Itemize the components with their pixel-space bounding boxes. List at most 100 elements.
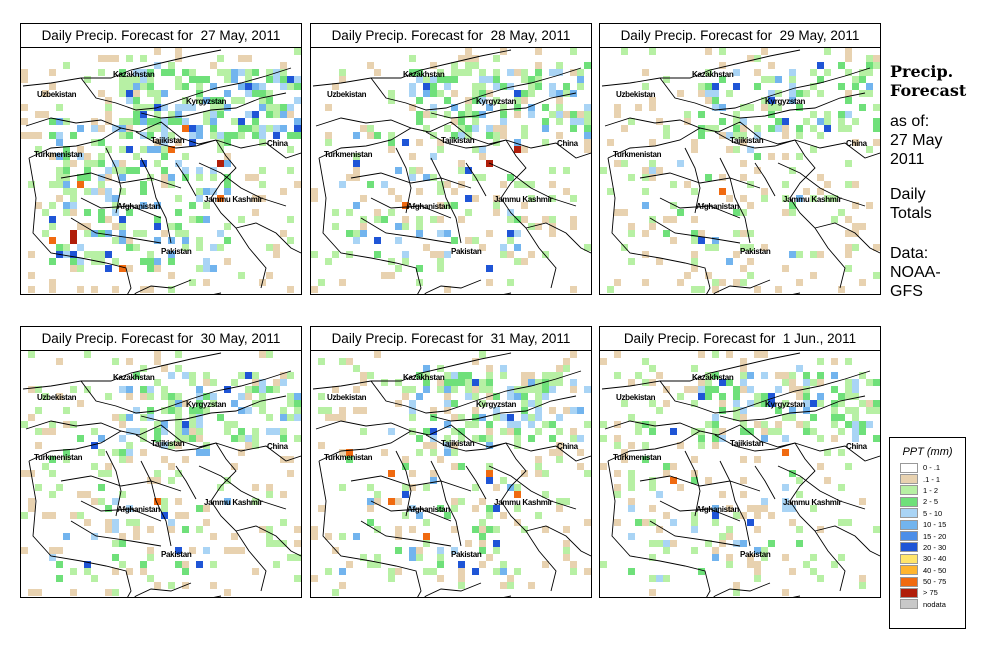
map-label-kazakhstan: Kazakhstan	[692, 70, 734, 79]
map-label-afghanistan: Afghanistan	[696, 505, 739, 514]
legend-item: 1 - 2	[900, 485, 965, 496]
precip-map-graphic	[21, 351, 301, 597]
boundary-line	[792, 595, 801, 597]
legend-item: 50 - 75	[900, 576, 965, 587]
boundary-line	[235, 222, 301, 254]
panel-title: Daily Precip. Forecast for 30 May, 2011	[21, 327, 301, 351]
map-label-turkmenistan: Turkmenistan	[613, 150, 662, 159]
sidebar-asof: as of: 27 May 2011	[890, 113, 943, 168]
boundary-line	[814, 222, 880, 254]
map-label-pakistan: Pakistan	[161, 550, 192, 559]
map-label-china: China	[267, 442, 288, 451]
legend-item: nodata	[900, 599, 965, 610]
boundary-line	[713, 582, 771, 597]
boundary-line	[80, 197, 162, 219]
boundary-line	[754, 162, 776, 197]
boundary-line	[22, 49, 222, 87]
map-label-pakistan: Pakistan	[451, 550, 482, 559]
boundary-line	[659, 370, 871, 414]
boundary-line	[777, 465, 866, 510]
map-label-kyrgyzstan: Kyrgyzstan	[186, 97, 227, 106]
map-label-turkmenistan: Turkmenistan	[34, 150, 83, 159]
boundary-line	[70, 217, 162, 244]
forecast-panel: Daily Precip. Forecast for 1 Jun., 2011 K…	[599, 326, 881, 598]
boundary-line	[395, 147, 412, 214]
map-label-uzbekistan: Uzbekistan	[616, 393, 656, 402]
boundary-line	[80, 370, 292, 414]
boundary-line	[719, 157, 751, 244]
legend-item: > 75	[900, 587, 965, 598]
legend-swatch	[900, 485, 918, 496]
precip-map-graphic	[311, 48, 591, 294]
legend-item: 10 - 15	[900, 519, 965, 530]
boundary-line	[525, 222, 591, 254]
legend-label: 10 - 15	[923, 520, 947, 530]
boundary-line	[105, 450, 122, 517]
boundary-line	[684, 450, 701, 517]
boundary-line	[140, 395, 287, 422]
legend-label: 30 - 40	[923, 554, 947, 564]
panel-title: Daily Precip. Forecast for 27 May, 2011	[21, 24, 301, 48]
map-label-turkmenistan: Turkmenistan	[613, 453, 662, 462]
boundary-line	[684, 147, 701, 214]
map-label-kazakhstan: Kazakhstan	[692, 373, 734, 382]
precip-map-graphic	[600, 351, 880, 597]
forecast-panel: Daily Precip. Forecast for 27 May, 2011 K…	[20, 23, 302, 295]
map-label-china: China	[557, 139, 578, 148]
boundary-line	[714, 131, 796, 149]
legend-label: 40 - 50	[923, 565, 947, 575]
forecast-panel: Daily Precip. Forecast for 30 May, 2011 K…	[20, 326, 302, 598]
map-label-jammu-kashmir: Jammu Kashmir	[783, 195, 842, 204]
boundary-line	[488, 162, 577, 207]
map-label-kyrgyzstan: Kyrgyzstan	[476, 400, 517, 409]
legend-label: 1 - 2	[923, 485, 939, 495]
legend-label: > 75	[923, 588, 938, 598]
legend-item: 40 - 50	[900, 565, 965, 576]
boundary-line	[659, 67, 871, 111]
legend-swatch	[900, 531, 918, 542]
boundary-line	[777, 162, 866, 207]
boundary-line	[370, 370, 582, 414]
map-label-kyrgyzstan: Kyrgyzstan	[765, 400, 806, 409]
boundary-line	[25, 420, 122, 432]
boundary-line	[604, 420, 701, 432]
boundary-line	[198, 162, 287, 207]
map-label-jammu-kashmir: Jammu Kashmir	[494, 498, 553, 507]
boundary-line	[719, 92, 866, 119]
boundary-line	[175, 465, 197, 500]
boundary-line	[135, 131, 217, 149]
boundary-line	[424, 279, 482, 294]
map-label-afghanistan: Afghanistan	[407, 505, 450, 514]
boundary-line	[60, 172, 182, 189]
boundary-line	[430, 395, 577, 422]
boundary-line	[140, 460, 172, 547]
map-label-kazakhstan: Kazakhstan	[403, 70, 445, 79]
boundary-line	[430, 157, 462, 244]
boundary-line	[360, 217, 452, 244]
panel-title: Daily Precip. Forecast for 28 May, 2011	[311, 24, 591, 48]
legend-label: 0 - .1	[923, 463, 941, 473]
map-label-afghanistan: Afghanistan	[117, 505, 160, 514]
precip-map-graphic	[600, 48, 880, 294]
forecast-panel: Daily Precip. Forecast for 29 May, 2011 K…	[599, 23, 881, 295]
boundary-line	[315, 420, 412, 432]
boundary-line	[105, 147, 122, 214]
boundary-line	[28, 460, 132, 597]
map-label-afghanistan: Afghanistan	[696, 202, 739, 211]
legend-item: 30 - 40	[900, 553, 965, 564]
map-label-tajikistan: Tajikistan	[730, 439, 764, 448]
boundary-line	[315, 117, 412, 129]
boundary-line	[607, 157, 711, 294]
boundary-line	[425, 434, 507, 452]
sidebar-title: Precip. Forecast	[890, 62, 967, 100]
panel-title: Daily Precip. Forecast for 31 May, 2011	[311, 327, 591, 351]
legend-item: 20 - 30	[900, 542, 965, 553]
legend-item: 0 - .1	[900, 462, 965, 473]
boundary-line	[360, 520, 452, 547]
boundary-line	[503, 292, 512, 294]
boundary-line	[503, 595, 512, 597]
boundary-line	[28, 157, 132, 294]
boundary-line	[607, 460, 711, 597]
boundary-line	[525, 525, 591, 557]
